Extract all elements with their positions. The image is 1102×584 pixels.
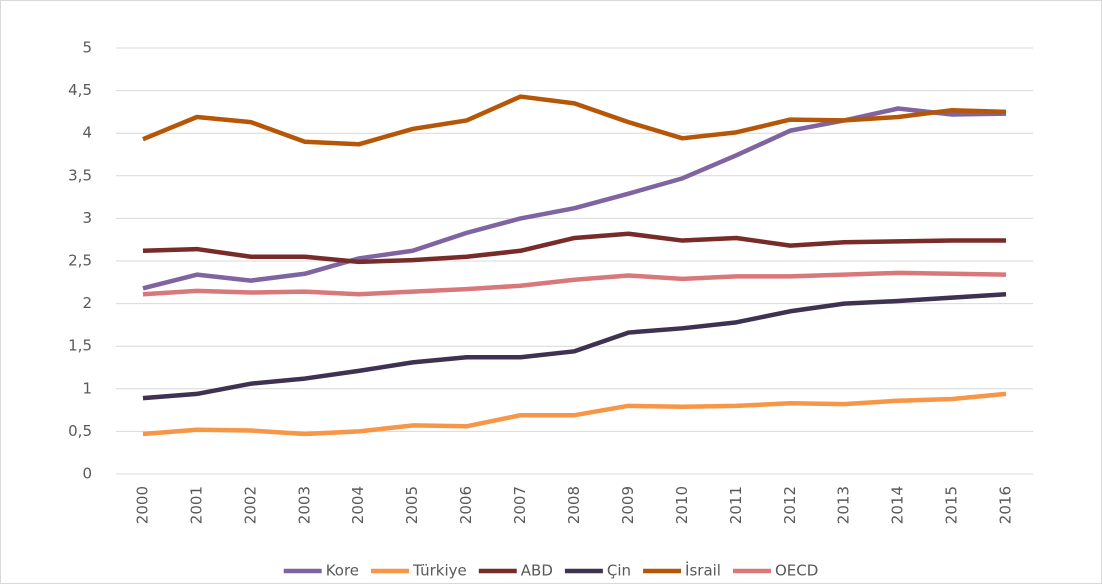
y-tick-label: 0,5 <box>68 422 92 440</box>
y-tick-label: 4,5 <box>68 81 92 99</box>
x-tick-label: 2000 <box>133 486 151 524</box>
y-tick-label: 1 <box>82 379 92 397</box>
line-series <box>142 391 1007 437</box>
x-tick-label: 2012 <box>781 486 799 524</box>
x-tick-label: 2009 <box>619 486 637 524</box>
x-tick-label: 2016 <box>997 486 1015 524</box>
x-tick-label: 2013 <box>835 486 853 524</box>
line-series <box>142 291 1007 401</box>
line-series <box>142 231 1007 265</box>
line-series <box>142 270 1007 297</box>
legend-label: ABD <box>521 562 553 580</box>
legend-label: Kore <box>326 562 359 580</box>
x-tick-label: 2005 <box>403 486 421 524</box>
y-tick-label: 3 <box>82 209 92 227</box>
x-tick-label: 2014 <box>889 486 907 524</box>
x-tick-label: 2002 <box>241 486 259 524</box>
y-tick-label: 3,5 <box>68 166 92 184</box>
line-series <box>142 94 1007 147</box>
y-tick-label: 1,5 <box>68 337 92 355</box>
y-tick-label: 2 <box>82 294 92 312</box>
y-tick-label: 2,5 <box>68 252 92 270</box>
legend-label: Türkiye <box>412 562 467 580</box>
y-tick-label: 0 <box>82 465 92 483</box>
x-tick-label: 2008 <box>565 486 583 524</box>
x-tick-label: 2011 <box>727 486 745 524</box>
legend-label: Çin <box>607 562 631 580</box>
x-tick-label: 2004 <box>349 486 367 524</box>
x-tick-label: 2003 <box>295 486 313 524</box>
legend-label: İsrail <box>685 561 721 580</box>
x-tick-label: 2007 <box>511 486 529 524</box>
line-series <box>142 106 1007 291</box>
x-tick-label: 2010 <box>673 486 691 524</box>
y-tick-label: 4 <box>82 124 92 142</box>
x-tick-label: 2006 <box>457 486 475 524</box>
legend-label: OECD <box>775 562 818 580</box>
x-tick-label: 2015 <box>943 486 961 524</box>
y-tick-label: 5 <box>82 39 92 57</box>
x-tick-label: 2001 <box>187 486 205 524</box>
